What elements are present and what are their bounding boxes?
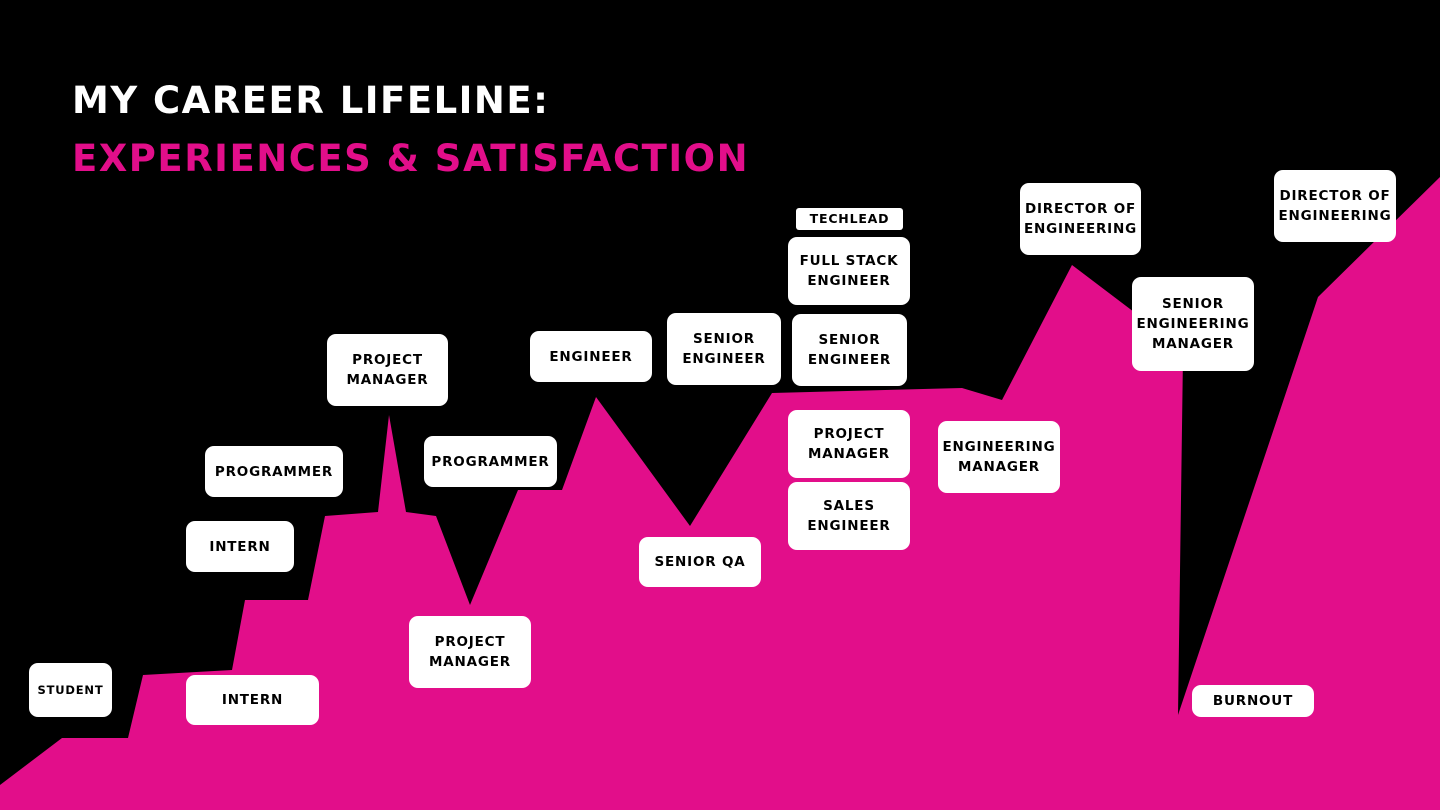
role-techlead: TECHLEAD [796, 208, 903, 230]
role-senior-qa: SENIOR QA [639, 537, 761, 587]
role-senior-engineer-1: SENIOR ENGINEER [667, 313, 781, 385]
role-sales-engineer: SALES ENGINEER [788, 482, 910, 550]
role-student: STUDENT [29, 663, 112, 717]
role-project-manager-1: PROJECT MANAGER [327, 334, 448, 406]
role-programmer-1: PROGRAMMER [205, 446, 343, 497]
role-engineering-manager: ENGINEERING MANAGER [938, 421, 1060, 493]
role-director-of-engineering-2: DIRECTOR OF ENGINEERING [1274, 170, 1396, 242]
title-line-1: MY CAREER LIFELINE: [72, 79, 550, 122]
role-intern-low: INTERN [186, 675, 319, 725]
role-engineer: ENGINEER [530, 331, 652, 382]
satisfaction-area-shape [0, 177, 1440, 810]
title-line-2: EXPERIENCES & SATISFACTION [72, 137, 750, 180]
role-programmer-2: PROGRAMMER [424, 436, 557, 487]
role-intern-high: INTERN [186, 521, 294, 572]
role-director-of-engineering-1: DIRECTOR OF ENGINEERING [1020, 183, 1141, 255]
role-full-stack-engineer: FULL STACK ENGINEER [788, 237, 910, 305]
role-senior-engineering-manager: SENIOR ENGINEERING MANAGER [1132, 277, 1254, 371]
role-project-manager-3: PROJECT MANAGER [788, 410, 910, 478]
role-project-manager-2: PROJECT MANAGER [409, 616, 531, 688]
role-senior-engineer-2: SENIOR ENGINEER [792, 314, 907, 386]
role-burnout: BURNOUT [1192, 685, 1314, 717]
